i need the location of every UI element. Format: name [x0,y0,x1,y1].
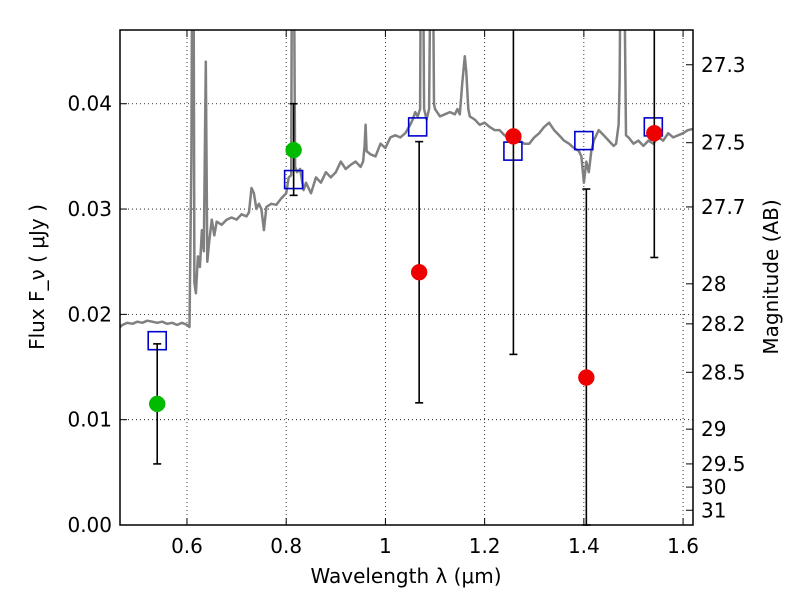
observed-red-point [410,263,428,281]
observed-red-point [505,128,522,145]
y2-tick-label: 31 [701,498,726,522]
y2-tick-label: 28.5 [701,360,746,384]
y2-tick-label: 27.5 [701,131,746,155]
x-tick-label: 0.6 [171,534,203,558]
x-tick-label: 1 [379,534,392,558]
y2-tick-label: 28 [701,272,726,296]
spectrum-line [120,30,693,329]
x-axis-label: Wavelength λ (μm) [310,564,501,588]
observed-green-point [285,141,302,159]
y2-axis-label: Magnitude (AB) [759,199,783,354]
observed-green-point [148,395,166,413]
y2-tick-label: 28.2 [701,312,746,336]
y-tick-label: 0.00 [67,513,112,537]
y-tick-label: 0.03 [67,197,112,221]
x-tick-label: 1.6 [667,534,699,558]
model-photometry-box [407,117,428,137]
y-axis-label: Flux F_ν ( μJy ) [25,204,49,350]
x-tick-label: 1.2 [469,534,501,558]
y2-tick-label: 30 [701,475,726,499]
model-photometry-box [574,130,594,151]
y2-tick-label: 27.7 [701,195,746,219]
y2-tick-label: 29 [701,417,726,441]
y2-tick-label: 29.5 [701,452,746,476]
plot-area [120,30,693,525]
y2-tick-label: 27.3 [701,53,746,77]
observed-red-point [646,124,663,142]
observed-red-point [578,369,595,386]
y-tick-label: 0.02 [67,302,112,326]
plot-frame [119,29,694,526]
y-tick-label: 0.01 [67,408,112,432]
y-tick-label: 0.04 [67,92,112,116]
x-tick-label: 1.4 [568,534,600,558]
x-tick-label: 0.8 [270,534,302,558]
